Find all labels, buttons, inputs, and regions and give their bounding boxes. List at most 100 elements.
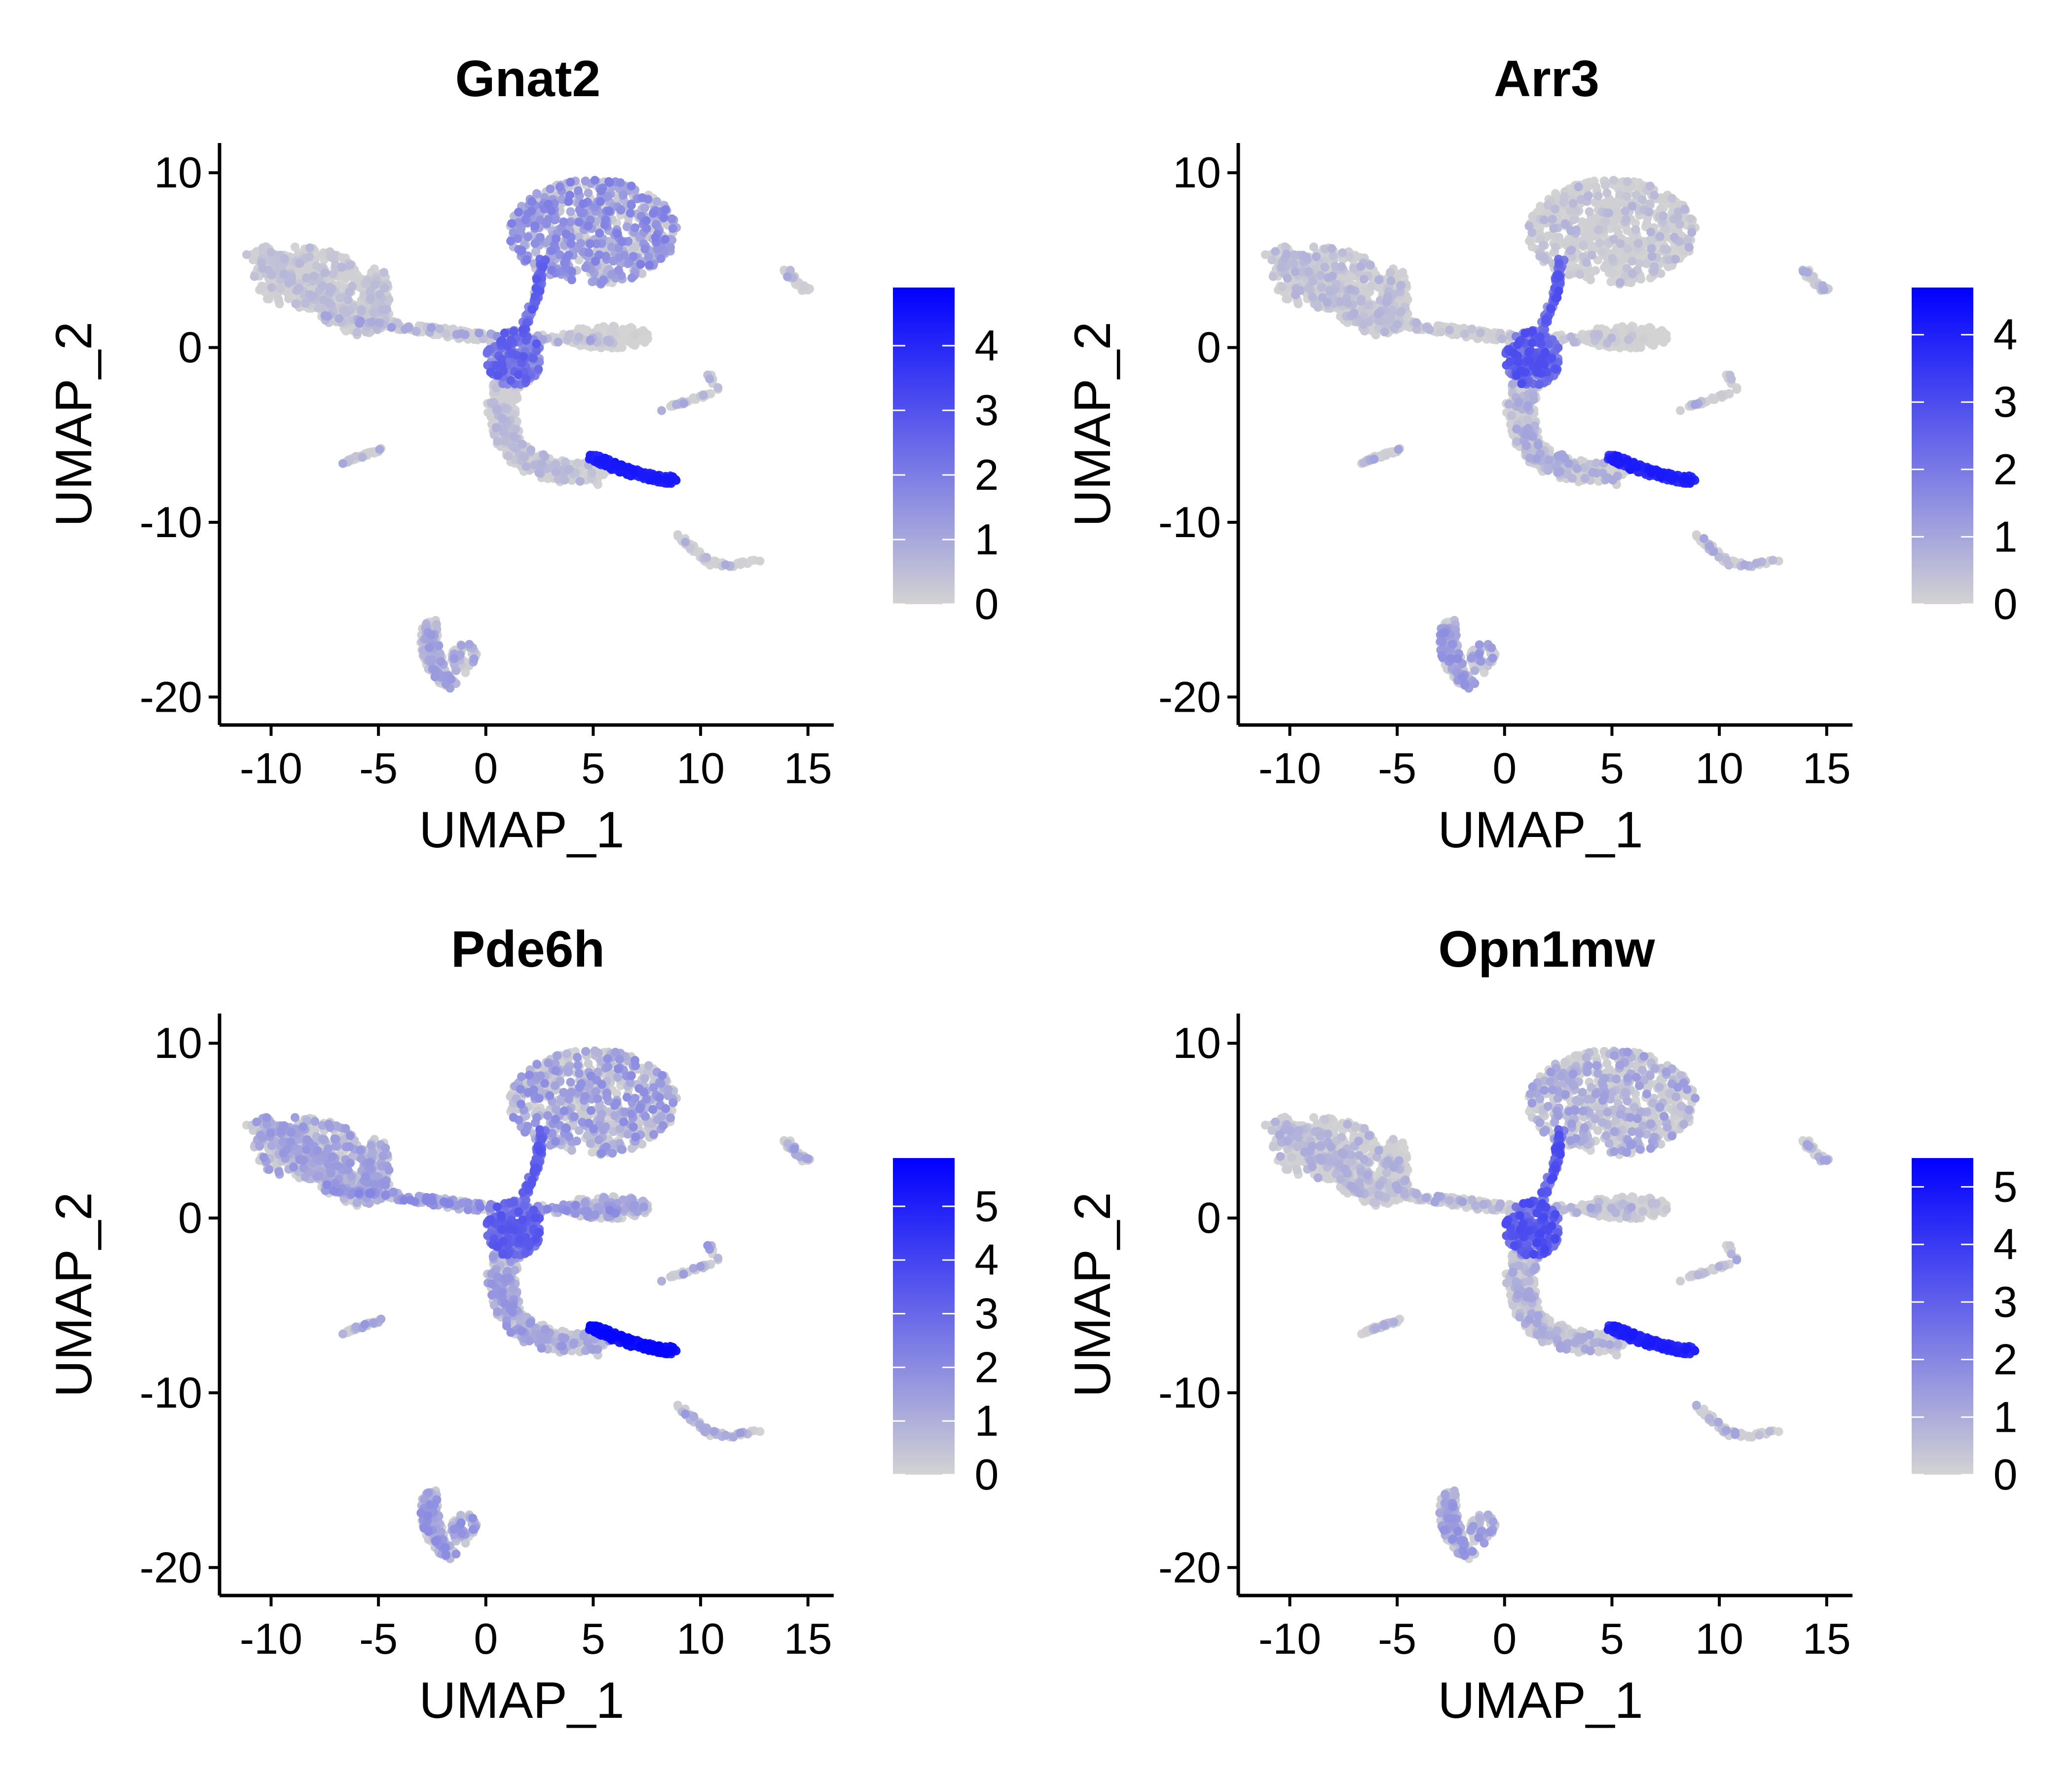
cell-point	[284, 279, 293, 288]
cell-point	[611, 459, 620, 468]
cell-point	[756, 557, 765, 566]
cell-point	[576, 477, 585, 486]
cell-point	[302, 273, 311, 282]
cell-point	[508, 349, 517, 358]
cell-point	[532, 339, 541, 348]
cell-point	[584, 188, 592, 197]
cell-point	[475, 328, 483, 337]
y-tick-label: 0	[178, 323, 202, 372]
cell-point	[631, 242, 640, 251]
x-tick-label: 10	[676, 744, 725, 793]
cell-point	[437, 657, 445, 666]
cell-point	[510, 391, 519, 399]
cell-point	[528, 305, 537, 314]
cell-point	[575, 218, 584, 226]
cell-point	[339, 306, 348, 315]
cell-point	[679, 399, 688, 408]
cell-point	[295, 259, 304, 268]
cell-point	[498, 414, 507, 423]
cell-point	[561, 229, 570, 238]
cell-point	[596, 197, 605, 206]
cell-point	[626, 209, 635, 218]
cell-point	[603, 336, 612, 345]
cell-point	[523, 232, 532, 241]
cell-point	[646, 475, 655, 484]
cell-point	[591, 176, 599, 185]
cell-point	[401, 325, 409, 333]
cell-point	[379, 268, 388, 277]
cell-point	[263, 294, 272, 303]
cell-point	[705, 374, 714, 383]
cell-point	[642, 216, 651, 225]
cell-point	[702, 553, 711, 562]
cell-point	[427, 323, 436, 332]
cell-point	[465, 640, 474, 649]
cell-point	[1644, 324, 1653, 333]
cell-point	[535, 468, 544, 477]
y-tick-label: 10	[154, 148, 202, 197]
cell-point	[721, 560, 730, 569]
cell-point	[334, 314, 343, 323]
cell-point	[538, 460, 547, 469]
cell-point	[657, 254, 666, 263]
cell-point	[353, 328, 362, 337]
cell-point	[640, 245, 649, 254]
cell-point	[667, 215, 676, 223]
cell-point	[242, 250, 251, 259]
cell-point	[375, 445, 384, 454]
cell-point	[586, 240, 594, 249]
cell-point	[510, 443, 518, 452]
cell-point	[276, 285, 285, 293]
cell-point	[329, 270, 337, 279]
data-points	[242, 176, 814, 693]
cell-point	[498, 361, 507, 369]
cell-point	[614, 266, 623, 275]
cell-point	[338, 459, 347, 468]
cell-point	[279, 270, 288, 279]
y-tick-label: -20	[140, 672, 202, 721]
cell-point	[435, 325, 444, 333]
cell-point	[530, 221, 539, 230]
cell-point	[710, 556, 719, 565]
cell-point	[627, 201, 636, 210]
cell-point	[259, 283, 268, 291]
cell-point	[493, 404, 502, 413]
cell-point	[510, 432, 518, 441]
cell-point	[527, 197, 536, 206]
cell-point	[518, 440, 527, 449]
cell-point	[566, 207, 575, 216]
cell-point	[574, 186, 583, 195]
cell-point	[567, 275, 576, 284]
cell-point	[461, 330, 470, 339]
cell-point	[526, 445, 535, 454]
x-tick-label: 5	[581, 744, 605, 793]
colorbar-gradient	[893, 288, 955, 604]
cell-point	[581, 263, 590, 272]
cell-point	[738, 559, 746, 568]
cell-point	[432, 620, 441, 629]
cell-point	[623, 222, 631, 231]
panel-title: Gnat2	[455, 50, 601, 108]
cell-point	[566, 178, 575, 186]
x-tick-label: -5	[359, 744, 398, 793]
cell-point	[640, 204, 649, 213]
cell-point	[321, 268, 330, 277]
cell-point	[518, 326, 527, 334]
cell-point	[1528, 212, 1537, 221]
cell-point	[496, 337, 505, 346]
x-tick-label: 0	[474, 744, 498, 793]
cell-point	[554, 338, 562, 347]
cell-point	[588, 468, 596, 477]
cell-point	[626, 338, 634, 347]
cell-point	[318, 282, 327, 290]
cell-point	[605, 178, 614, 187]
cell-point	[546, 184, 555, 193]
cell-point	[575, 333, 584, 342]
cell-point	[428, 655, 437, 664]
cell-point	[1608, 269, 1617, 278]
cell-point	[357, 307, 366, 316]
cell-point	[564, 251, 573, 259]
cell-point	[324, 298, 333, 307]
